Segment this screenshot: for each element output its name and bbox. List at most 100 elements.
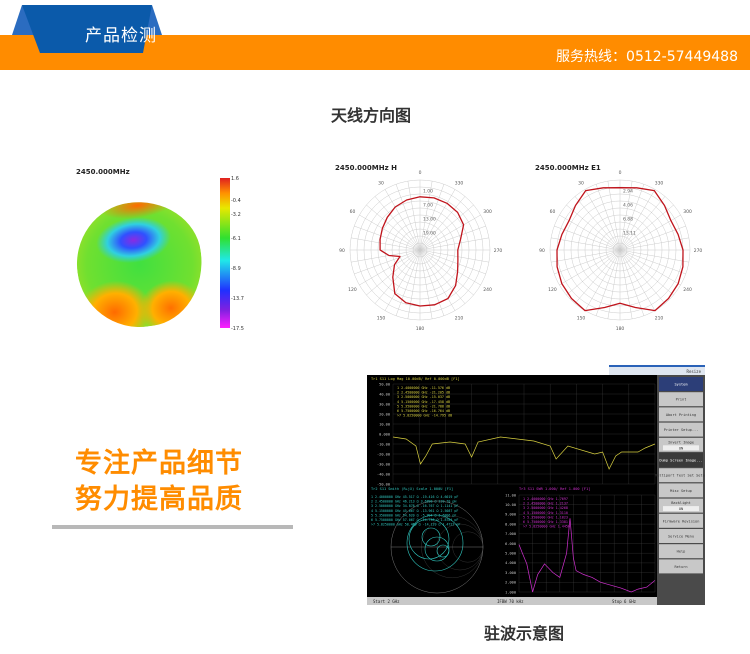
vna-status-bar: [367, 597, 657, 605]
slogan: 专注产品细节 努力提高品质: [75, 446, 243, 518]
polar-grid-spoke: [366, 204, 421, 251]
vna-title-strip-accent: [609, 365, 705, 367]
vna-y-tick-label: 5.000: [505, 552, 516, 556]
polar-angle-label: 60: [550, 209, 556, 215]
vna-menu-button-bg: [659, 529, 703, 543]
vna-menu-button-value: ON: [679, 507, 683, 511]
vna-marker-readout: 3 2.5000000 GHz 1.4268: [523, 506, 568, 510]
colorbar-label: -0.4: [231, 198, 241, 204]
vna-y-tick-label: -40.00: [377, 472, 390, 476]
slogan-line-2: 努力提高品质: [75, 484, 243, 515]
vna-title-strip: [609, 365, 705, 375]
vna-y-tick-label: -30.00: [377, 462, 390, 466]
polar-grid-spoke: [395, 249, 421, 316]
slogan-line-1: 专注产品细节: [75, 448, 243, 479]
vna-trace-title: Tr1 S11 Log Mag 10.00dB/ Ref 0.000dB [F1…: [371, 377, 460, 381]
polar-angle-label: 30: [578, 180, 584, 186]
vna-menu-button-bg: [659, 422, 703, 437]
polar-grid-spoke: [566, 204, 621, 251]
vna-menu-button-service-menu[interactable]: Service Menu: [659, 529, 703, 543]
polar-pattern-trace: [379, 196, 465, 307]
vna-menu-button-label: System: [675, 383, 688, 387]
vna-menu-button-backlight[interactable]: Backlight ON: [659, 498, 703, 513]
polar-grid-spoke: [554, 249, 621, 275]
polar-angle-label: 120: [548, 287, 557, 293]
vna-menu-button-return[interactable]: Return: [659, 559, 703, 574]
vna-menu-button-label: Invert Image: [668, 440, 694, 444]
polar-grid-spoke: [419, 249, 445, 316]
vna-marker-readout: 1 2.4000000 GHz -11.576 dB: [397, 386, 450, 390]
vna-y-tick-label: 3.000: [505, 571, 516, 575]
vna-menu-button-label: Return: [675, 565, 688, 569]
polar-angle-label: 240: [683, 287, 692, 293]
polar-grid-spoke: [351, 249, 421, 263]
vna-menu-button-bg: [659, 377, 703, 391]
vna-menu-button-system[interactable]: System: [659, 377, 703, 391]
polar-grid-spoke: [419, 249, 456, 311]
page-section-title: 产品检测: [85, 26, 157, 46]
vna-marker-readout: 6 5.7500000 GHz -16.764 dB: [397, 409, 450, 413]
polar-angle-label: 300: [483, 209, 492, 215]
polar-grid-spoke: [419, 249, 474, 296]
colorbar-label: -8.9: [231, 266, 241, 272]
vna-y-tick-label: 10.00: [379, 422, 390, 426]
polar-ring-label: 4.06: [623, 203, 633, 209]
polar-angle-label: 330: [455, 180, 464, 186]
vna-menu-button-multiport-test-set-setup[interactable]: Multiport Test Set Setup: [655, 468, 707, 483]
vna-trace-title: Tr2 S11 Smith (R+jX) Scale 1.000U [F1]: [371, 487, 453, 491]
vna-menu-button-misc-setup[interactable]: Misc Setup: [659, 483, 703, 498]
polar-grid-spoke: [559, 249, 621, 286]
polar-angle-label: 0: [619, 170, 622, 176]
vna-menu-button-firmware-revision[interactable]: Firmware Revision: [659, 513, 703, 528]
polar-grid-spoke: [574, 249, 621, 304]
vna-menu-button-label: Multiport Test Set Setup: [655, 474, 705, 478]
polar-angle-label: 210: [655, 316, 664, 322]
polar-ring-label: 13.00: [423, 217, 436, 223]
polar-chart-h-plane: 2450.000MHz H 0 30 60 90 120 150 180 210 240 270 3…: [330, 150, 510, 332]
vna-menu-button-dump-screen-image-[interactable]: Dump Screen Image...: [659, 453, 703, 467]
vna-y-tick-label: 50.00: [379, 382, 390, 386]
vna-menu-button-label: Backlight: [671, 501, 690, 505]
vna-menu-button-abort-printing[interactable]: Abort Printing: [659, 407, 703, 422]
header-tab: [12, 5, 162, 53]
vna-menu-button-bg: [659, 468, 703, 483]
vna-menu-button-invert-image[interactable]: Invert Image ON: [659, 437, 703, 452]
vna-marker-readout: >7 5.8250000 GHz -14.795 dB: [397, 414, 452, 418]
vna-marker-readout: 2 2.4500000 GHz -21.205 dB: [397, 391, 450, 395]
vna-menu-button-value: ON: [679, 446, 683, 450]
vna-menu-button-label: Dump Screen Image...: [659, 459, 702, 463]
polar-pattern-trace: [556, 187, 684, 312]
polar-grid-spoke: [619, 237, 689, 251]
vna-menu-button-bg: [659, 513, 703, 528]
vna-start-frequency: Start 2 GHz: [373, 599, 400, 604]
polar-grid-spoke: [419, 196, 466, 251]
vna-menu-button-print[interactable]: Print: [659, 392, 703, 407]
polar-grid-spoke: [566, 249, 621, 296]
polar-angle-label: 210: [455, 316, 464, 322]
vna-trace-title: Tr3 S11 SWR 1.000/ Ref 1.000 [F1]: [519, 487, 590, 491]
polar-grid-spoke: [384, 249, 421, 311]
vna-menu-button-printer-setup-[interactable]: Printer Setup...: [659, 422, 703, 437]
vna-trace-line: [392, 436, 656, 470]
smith-trace-loop: [424, 536, 450, 562]
polar-grid-spoke: [407, 249, 421, 319]
service-hotline: 服务热线：0512-57449488: [556, 49, 738, 65]
vswr-diagram-title: 驻波示意图: [484, 624, 565, 643]
polar-grid-spoke: [619, 249, 681, 286]
vna-marker-readout: 3 2.5000000 GHz -15.037 dB: [397, 395, 450, 399]
polar-ring-label: 19.00: [423, 231, 436, 237]
vna-marker-readout: >7 5.8250000 GHz 58.469 Ω -14.139 Ω 1.47…: [371, 523, 460, 527]
polar-grid-spoke: [419, 184, 445, 251]
polar-angle-label: 300: [683, 209, 692, 215]
vna-marker-readout: 1 2.4000000 GHz 45.517 Ω -19.416 Ω 4.601…: [371, 495, 458, 499]
polar-grid-spoke: [584, 249, 621, 311]
vna-menu-button-help[interactable]: Help: [659, 544, 703, 559]
vna-trace-line: [518, 518, 656, 593]
polar-grid-spoke: [384, 189, 421, 251]
polar-grid-spoke: [359, 214, 421, 251]
radiation-pattern-3d: 2450.000MHz 1.6 -0.4 -3.2 -6.1 -8.9 -13.…: [65, 150, 245, 336]
polar-grid-spoke: [419, 249, 489, 263]
vna-stop-frequency: Stop 6 GHz: [612, 599, 637, 604]
polar-ring-label: 13.11: [623, 231, 636, 237]
vna-marker-readout: 2 2.4500000 GHz 1.2137: [523, 502, 568, 506]
